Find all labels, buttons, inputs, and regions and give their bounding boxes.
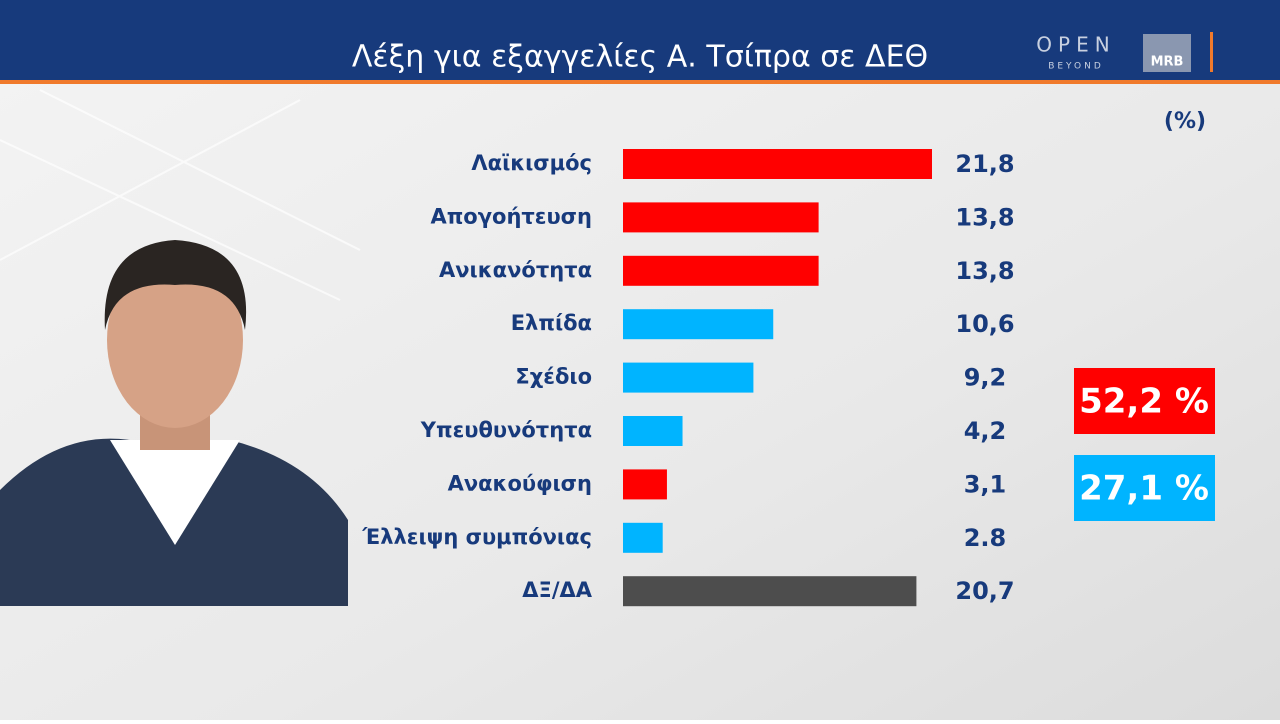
- category-label: Έλλειψη συμπόνιας: [361, 525, 592, 549]
- value-label: 13,8: [955, 257, 1014, 285]
- logo-open: OPEN: [1036, 33, 1115, 57]
- total-label: 52,2 %: [1079, 382, 1209, 422]
- value-label: 4,2: [964, 417, 1007, 445]
- photo: [0, 240, 348, 606]
- logo-beyond: BEYOND: [1048, 62, 1104, 72]
- bar: [623, 309, 774, 340]
- value-label: 9,2: [964, 364, 1007, 392]
- logo-mrb-box: [1143, 34, 1191, 72]
- value-label: 10,6: [955, 310, 1014, 338]
- category-label: Ελπίδα: [511, 311, 592, 335]
- total-label: 27,1 %: [1079, 469, 1209, 509]
- bar: [623, 416, 683, 446]
- logo-mrb: MRB: [1151, 55, 1184, 70]
- value-label: 20,7: [955, 577, 1014, 605]
- logo-divider: [1210, 32, 1213, 72]
- bar: [623, 202, 819, 233]
- header-bar: [0, 0, 1280, 80]
- header-stripe: [0, 80, 1280, 84]
- bar: [623, 522, 663, 553]
- category-label: Σχέδιο: [515, 365, 592, 389]
- decor-lines: [0, 89, 361, 301]
- unit-label: (%): [1164, 109, 1206, 134]
- bar: [623, 255, 819, 286]
- title: Λέξη για εξαγγελίες Α. Τσίπρα σε ΔΕΘ: [352, 40, 928, 75]
- category-label: Λαϊκισμός: [471, 151, 592, 175]
- value-label: 2.8: [964, 524, 1007, 552]
- value-label: 3,1: [964, 470, 1007, 498]
- category-label: Υπευθυνότητα: [420, 418, 592, 442]
- value-label: 13,8: [955, 203, 1014, 231]
- category-label: ΔΞ/ΔΑ: [522, 578, 592, 602]
- bar: [623, 362, 754, 393]
- bar: [623, 576, 917, 607]
- value-label: 21,8: [955, 150, 1014, 178]
- total-box: [1074, 368, 1215, 434]
- bar: [623, 149, 932, 179]
- category-label: Ανακούφιση: [448, 471, 592, 495]
- total-box: [1074, 455, 1215, 521]
- category-label: Απογοήτευση: [430, 204, 592, 228]
- category-label: Ανικανότητα: [439, 258, 592, 282]
- bar: [623, 469, 667, 500]
